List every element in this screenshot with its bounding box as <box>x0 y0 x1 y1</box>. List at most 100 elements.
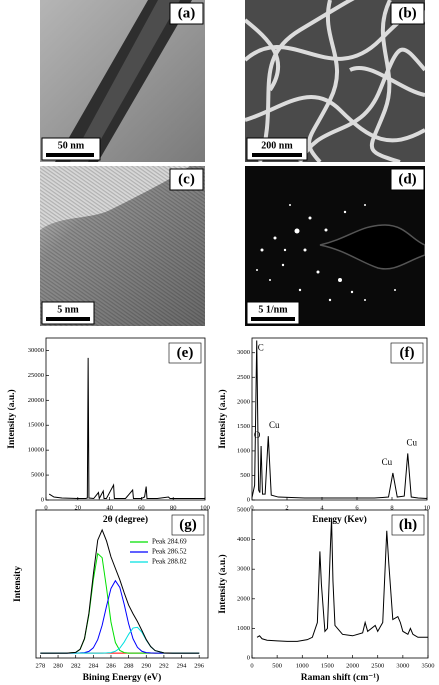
x-tick-label: 8 <box>390 504 393 511</box>
x-tick-label: 280 <box>53 662 63 669</box>
series-line <box>40 528 200 654</box>
panel-label: (e) <box>177 345 194 361</box>
series-line <box>40 579 200 654</box>
y-axis-label: Intensity <box>13 566 23 602</box>
plot-frame <box>35 509 209 659</box>
legend-label: Peak 284.69 <box>152 538 187 546</box>
y-tick-label: 15000 <box>28 422 44 429</box>
tem-image <box>40 0 205 162</box>
x-tick-label: 40 <box>106 504 113 511</box>
y-tick-label: 30000 <box>28 347 44 354</box>
x-tick-label: 286 <box>106 662 117 669</box>
x-tick-label: 294 <box>177 662 188 669</box>
x-axis-label: Raman shift (cm⁻¹) <box>301 672 380 683</box>
x-tick-label: 0 <box>250 662 253 669</box>
panel-label: (g) <box>179 517 197 533</box>
scale-bar-label: 5 nm <box>57 304 79 315</box>
y-axis-label: Intensity (a.u.) <box>6 389 17 448</box>
legend-label: Peak 286.52 <box>152 548 187 556</box>
y-tick-label: 4000 <box>237 536 250 543</box>
panel-label-box <box>168 342 202 364</box>
x-axis-label: 2θ (degree) <box>103 514 148 525</box>
panel-label: (f) <box>400 345 415 361</box>
y-tick-label: 10000 <box>28 447 44 454</box>
panel-label: (d) <box>398 171 416 187</box>
x-tick-label: 0 <box>44 504 47 511</box>
annotation: O <box>254 430 261 440</box>
y-tick-label: 5000 <box>237 506 250 513</box>
x-tick-label: 292 <box>159 662 169 669</box>
x-tick-label: 296 <box>194 662 205 669</box>
x-tick-label: 288 <box>124 662 134 669</box>
x-tick-label: 20 <box>75 504 82 511</box>
series-line <box>256 518 428 642</box>
series-line <box>48 357 205 501</box>
chart: 0 20 40 60 80 100 0 5000 10000 15000 20000 25000 300… <box>6 337 210 525</box>
x-tick-label: 290 <box>141 662 151 669</box>
x-tick-label: 3000 <box>396 662 409 669</box>
x-tick-label: 0 <box>250 504 253 511</box>
panel-label: (b) <box>398 5 416 21</box>
x-tick-label: 80 <box>170 504 177 511</box>
x-tick-label: 282 <box>71 662 81 669</box>
x-tick-label: 4 <box>320 504 324 511</box>
y-tick-label: 2500 <box>237 374 250 381</box>
x-tick-label: 2 <box>285 504 288 511</box>
chart: 0 2 4 6 8 10 0 500 1000 1500 2000 2500 3000 Energy (K… <box>217 337 431 525</box>
x-tick-label: 278 <box>36 662 46 669</box>
legend-label: Peak 288.82 <box>152 558 187 566</box>
chart: 278 280 282 284 286 288 290 292 294 296 Bining Ene… <box>13 509 209 683</box>
y-tick-label: 1000 <box>237 625 250 632</box>
annotation: Cu <box>406 437 417 447</box>
series-line <box>40 552 200 654</box>
panel-a-labels: (a) 50 nm <box>41 2 204 161</box>
y-tick-label: 0 <box>247 654 250 661</box>
hrtem-image <box>40 166 205 326</box>
panel-label: (c) <box>178 171 195 187</box>
y-tick-label: 3000 <box>237 566 250 573</box>
plot-frame <box>45 337 206 501</box>
saed-image <box>245 166 425 326</box>
x-tick-label: 2000 <box>346 662 359 669</box>
plot-frame <box>251 337 428 501</box>
y-tick-label: 0 <box>41 496 44 503</box>
y-tick-label: 25000 <box>28 372 44 379</box>
panel-b-labels: (b) 200 nm <box>246 2 425 161</box>
x-tick-label: 3500 <box>422 662 435 669</box>
scale-bar-label: 200 nm <box>261 140 293 151</box>
series-line <box>40 626 200 654</box>
panel-label: (a) <box>178 5 196 21</box>
chart: 0 500 1000 1500 2000 2500 3000 3500 0 1000 2000 300… <box>217 506 434 683</box>
panel-label-box <box>171 514 205 536</box>
y-tick-label: 1000 <box>237 447 250 454</box>
x-tick-label: 1000 <box>296 662 309 669</box>
x-tick-label: 2500 <box>371 662 384 669</box>
y-tick-label: 500 <box>240 472 250 479</box>
y-tick-label: 0 <box>247 496 250 503</box>
scale-bar-label: 5 1/nm <box>258 304 288 315</box>
x-tick-label: 500 <box>272 662 282 669</box>
scale-bar-label: 50 nm <box>58 140 85 151</box>
x-tick-label: 1500 <box>321 662 334 669</box>
y-tick-label: 5000 <box>31 472 44 479</box>
x-tick-label: 60 <box>138 504 145 511</box>
panel-label-box <box>391 514 425 536</box>
y-tick-label: 3000 <box>237 349 250 356</box>
sem-image <box>245 0 425 162</box>
plot-frame <box>251 509 429 659</box>
panel-d-labels: (d) 5 1/nm <box>246 168 425 325</box>
y-tick-label: 20000 <box>28 397 44 404</box>
y-tick-label: 2000 <box>237 398 250 405</box>
x-tick-label: 6 <box>355 504 359 511</box>
x-tick-label: 100 <box>200 504 210 511</box>
y-axis-label: Intensity (a.u.) <box>217 554 228 613</box>
annotation: Cu <box>269 420 280 430</box>
y-tick-label: 2000 <box>237 595 250 602</box>
annotation: C <box>258 343 264 353</box>
y-axis-label: Intensity (a.u.) <box>217 389 228 448</box>
x-axis-label: Energy (Kev) <box>312 514 367 525</box>
x-tick-label: 10 <box>424 504 431 511</box>
panel-label: (h) <box>399 517 417 533</box>
x-tick-label: 284 <box>88 662 99 669</box>
